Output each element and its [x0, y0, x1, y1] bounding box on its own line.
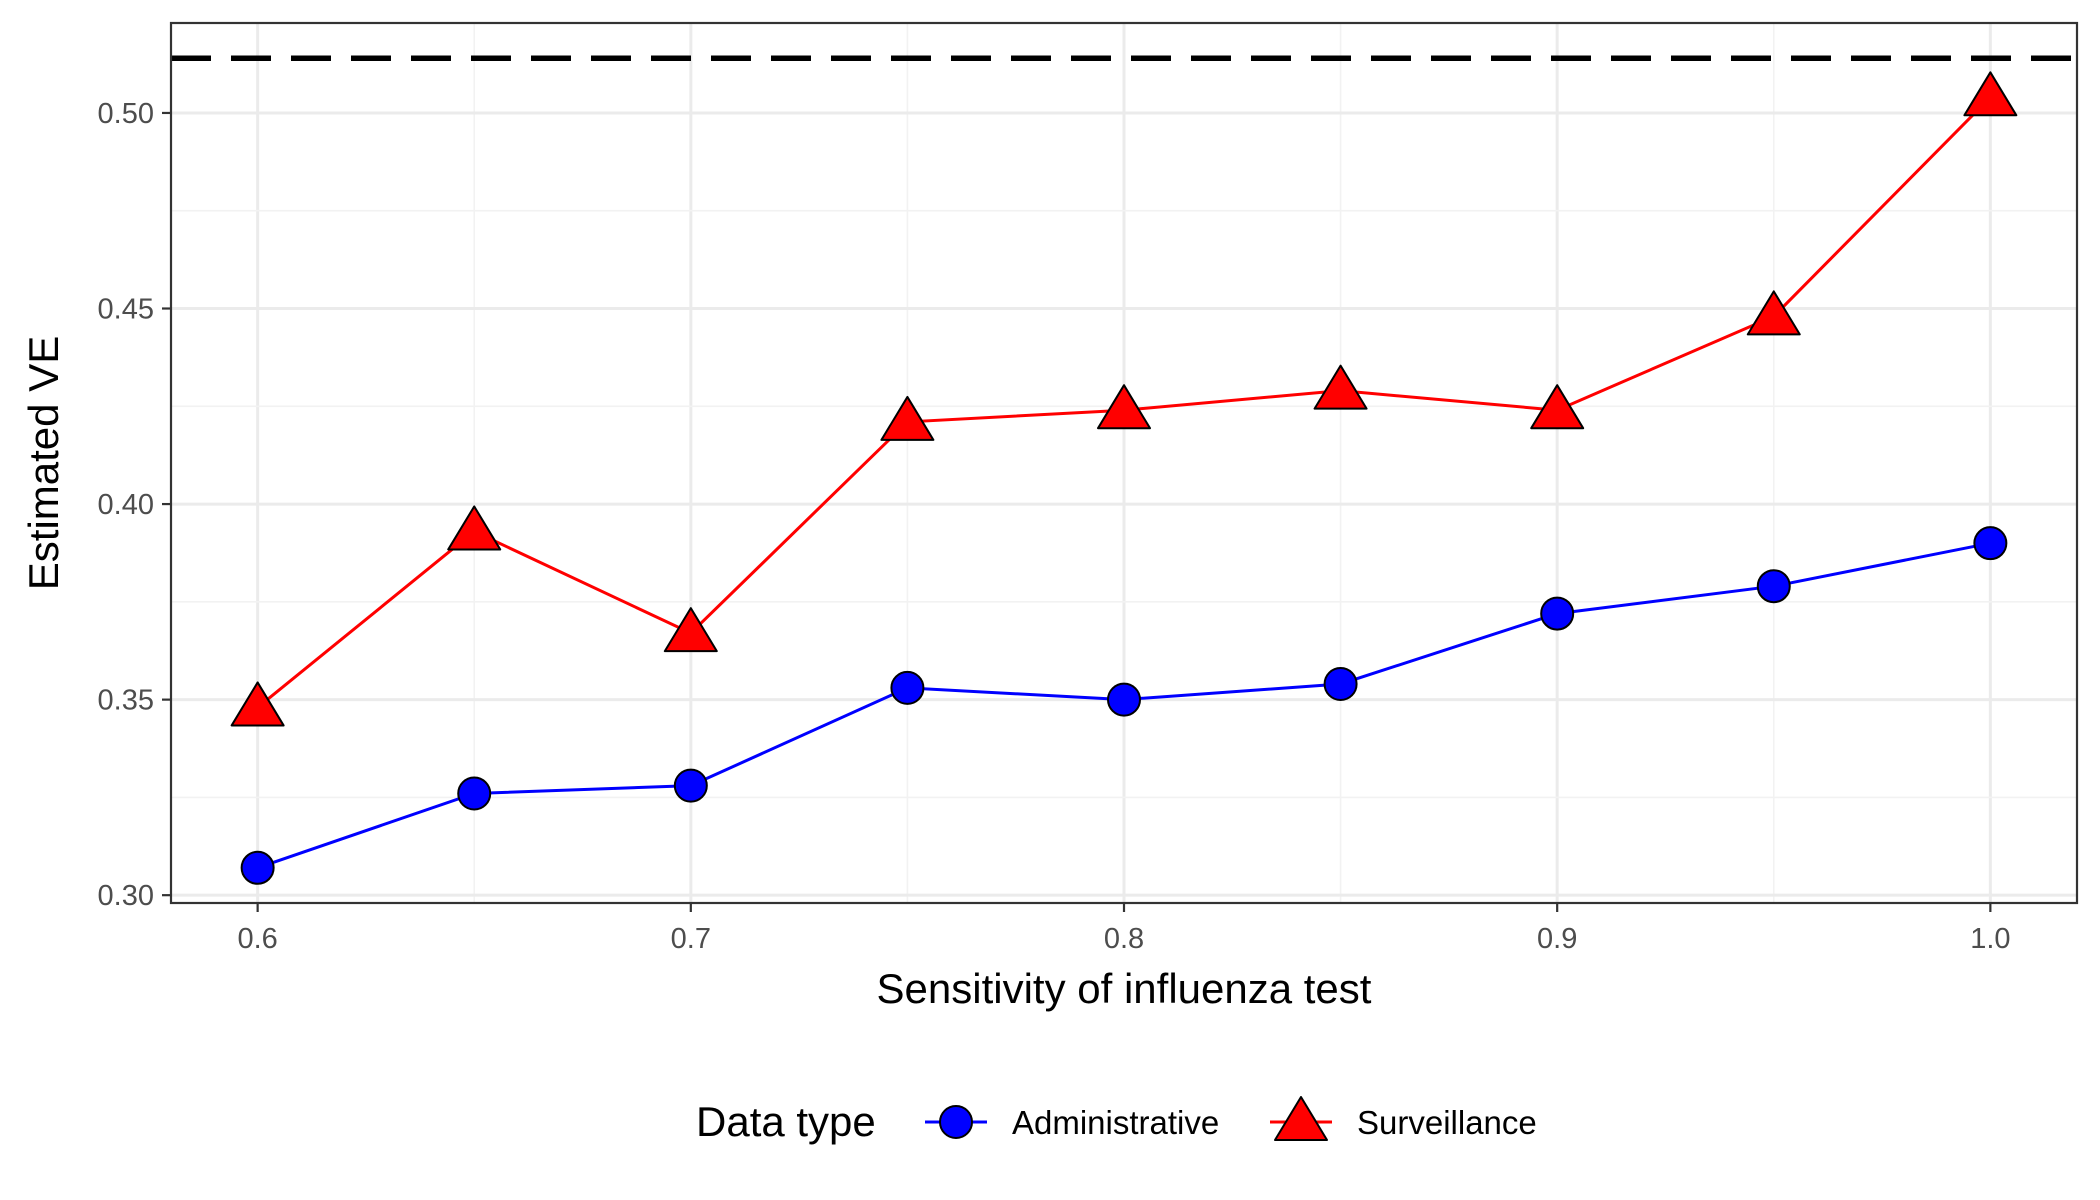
data-point-circle [890, 670, 925, 705]
x-tick-label: 0.8 [1104, 923, 1144, 955]
y-axis-ticks: 0.30 0.35 0.40 0.45 0.50 [98, 98, 171, 912]
series-administrative [240, 526, 2008, 885]
data-point-triangle [1746, 290, 1801, 336]
y-tick-label: 0.45 [98, 294, 154, 326]
data-point-circle [673, 768, 708, 803]
data-point-circle [1540, 596, 1575, 631]
grid-lines [171, 23, 2077, 903]
data-point-triangle [1097, 384, 1151, 430]
legend-label: Administrative [1012, 1104, 1219, 1141]
data-point-triangle [447, 505, 502, 551]
data-point-triangle [663, 607, 718, 653]
data-point-circle [457, 776, 492, 811]
data-point-triangle [1963, 71, 2018, 117]
legend-title: Data type [696, 1098, 876, 1145]
legend-key-circle [939, 1105, 973, 1139]
legend-key-triangle [1274, 1096, 1328, 1141]
legend: Data type Administrative Surveillance [696, 1096, 1537, 1145]
y-tick-label: 0.40 [98, 489, 154, 521]
x-tick-label: 1.0 [1970, 923, 2010, 955]
x-axis-ticks: 0.6 0.7 0.8 0.9 1.0 [237, 903, 2011, 955]
data-point-circle [1323, 666, 1358, 701]
y-tick-label: 0.50 [98, 98, 154, 130]
y-tick-label: 0.30 [98, 880, 154, 912]
legend-item-administrative: Administrative [925, 1104, 1219, 1141]
series-surveillance [230, 71, 2018, 727]
series-layer [230, 71, 2018, 885]
x-axis-title: Sensitivity of influenza test [877, 965, 1372, 1012]
data-point-triangle [880, 395, 935, 441]
y-axis-title: Estimated VE [20, 336, 67, 590]
y-tick-label: 0.35 [98, 685, 154, 717]
x-tick-label: 0.7 [671, 923, 711, 955]
data-point-circle [1756, 569, 1791, 604]
data-point-triangle [1530, 384, 1585, 430]
x-tick-label: 0.6 [237, 923, 277, 955]
data-point-circle [1973, 526, 2008, 561]
legend-items: Administrative Surveillance [925, 1096, 1537, 1141]
legend-item-surveillance: Surveillance [1270, 1096, 1537, 1141]
data-point-triangle [1313, 364, 1368, 410]
data-point-circle [240, 850, 275, 885]
x-tick-label: 0.9 [1537, 923, 1577, 955]
data-point-triangle [230, 681, 285, 727]
legend-label: Surveillance [1357, 1104, 1537, 1141]
data-point-circle [1107, 682, 1141, 717]
